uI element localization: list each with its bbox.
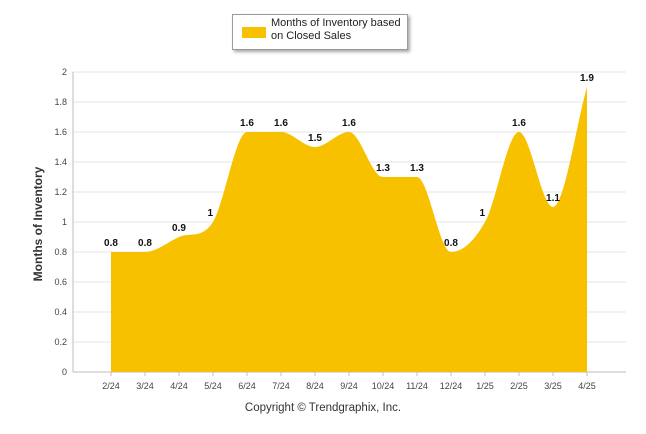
data-label: 0.8 [104,238,118,249]
x-tick-label: 3/24 [136,381,154,391]
y-tick-label: 0 [62,367,67,377]
data-label: 1.6 [274,118,288,129]
x-tick-label: 7/24 [272,381,290,391]
y-tick-label: 1 [62,217,67,227]
x-tick-label: 10/24 [372,381,395,391]
x-tick-label: 2/24 [102,381,120,391]
y-tick-label: 0.6 [54,277,67,287]
legend-swatch [242,27,266,38]
legend-label: Months of Inventory based on Closed Sale… [271,17,401,42]
chart-legend: Months of Inventory based on Closed Sale… [232,14,408,50]
data-label: 1.1 [546,193,560,204]
data-label: 0.8 [444,238,458,249]
data-label: 0.8 [138,238,152,249]
x-tick-label: 6/24 [238,381,256,391]
x-tick-label: 9/24 [340,381,358,391]
x-tick-label: 5/24 [204,381,222,391]
data-label: 1 [479,208,485,219]
x-tick-label: 4/25 [578,381,596,391]
series-area [111,87,587,372]
y-tick-label: 2 [62,67,67,77]
y-tick-label: 1.2 [54,187,67,197]
x-tick-label: 2/25 [510,381,528,391]
y-tick-label: 1.6 [54,127,67,137]
data-label: 1.3 [376,163,390,174]
data-label: 1.6 [240,118,254,129]
y-tick-label: 1.4 [54,157,67,167]
data-label: 1.6 [512,118,526,129]
data-label: 1.9 [580,73,594,84]
y-tick-label: 0.2 [54,337,67,347]
y-axis-title: Months of Inventory [31,166,45,281]
data-label: 1.3 [410,163,424,174]
x-tick-label: 11/24 [406,381,428,391]
data-label: 0.9 [172,223,186,234]
y-tick-label: 0.4 [54,307,67,317]
x-tick-label: 1/25 [476,381,494,391]
y-tick-label: 0.8 [54,247,67,257]
x-tick-label: 12/24 [440,381,463,391]
y-tick-label: 1.8 [54,97,67,107]
copyright-text: Copyright © Trendgraphix, Inc. [244,402,402,414]
x-tick-label: 8/24 [306,381,324,391]
data-label: 1.6 [342,118,356,129]
x-tick-label: 3/25 [544,381,562,391]
x-tick-label: 4/24 [170,381,188,391]
data-label: 1.5 [308,133,322,144]
data-label: 1 [207,208,213,219]
